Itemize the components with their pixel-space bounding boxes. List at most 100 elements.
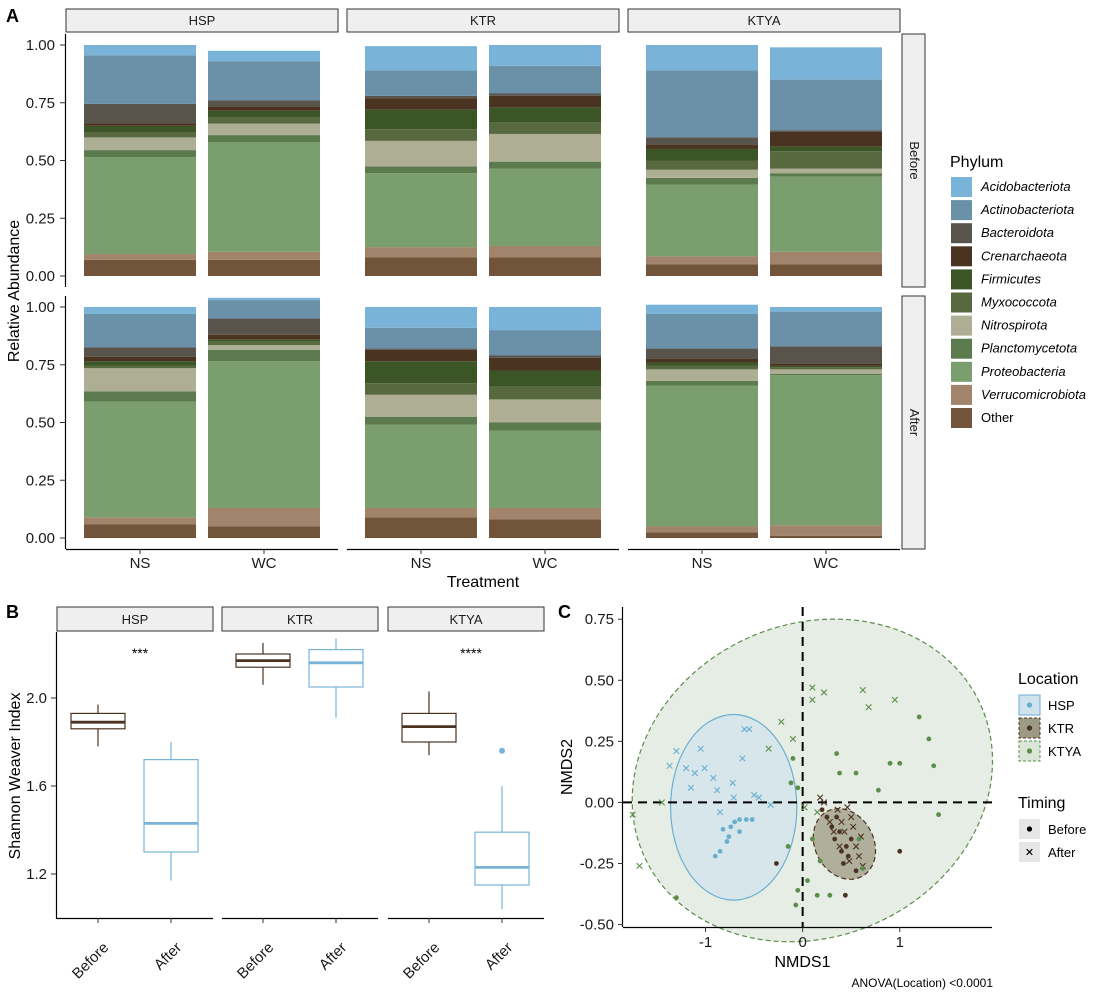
bar-segment-acidobacteriota (208, 50, 320, 62)
bar-segment-myxococcota (365, 383, 477, 395)
significance-label-hsp: *** (132, 645, 149, 661)
bar-segment-proteobacteria (208, 142, 320, 252)
bar-segment-firmicutes (208, 110, 320, 118)
point-ktya-before (916, 714, 922, 720)
bar-segment-nitrospirota (770, 369, 882, 374)
c-ytick-label: 0.25 (585, 733, 614, 750)
point-hsp-after (729, 779, 736, 787)
bar-segment-verrucomicrobiota (365, 507, 477, 518)
bar-segment-other (365, 517, 477, 538)
bar-segment-crenarchaeota (646, 358, 758, 363)
c-xtick-label: 0 (798, 934, 806, 951)
point-hsp-before (743, 817, 749, 822)
bar-segment-proteobacteria (489, 430, 601, 508)
point-ktr-after (826, 818, 834, 826)
significance-label-ktya: **** (460, 645, 482, 661)
bar-segment-bacteroidota (489, 355, 601, 358)
bar-segment-verrucomicrobiota (489, 507, 601, 520)
bar-segment-nitrospirota (489, 133, 601, 162)
bar-segment-nitrospirota (646, 169, 758, 178)
bar-segment-verrucomicrobiota (84, 517, 196, 525)
point-hsp-after (673, 747, 680, 755)
bar-segment-myxococcota (365, 129, 477, 141)
bar-segment-actinobacteriota (208, 300, 320, 319)
point-hsp-before (737, 829, 742, 835)
b-y-axis-title: Shannon Weaver Index (7, 693, 24, 860)
bar-segment-proteobacteria (770, 375, 882, 526)
bar-segment-other (489, 257, 601, 276)
bar-segment-nitrospirota (646, 369, 758, 381)
point-ktr-before (839, 848, 844, 854)
panel-letter-c: C (558, 602, 571, 622)
bar-segment-verrucomicrobiota (208, 507, 320, 527)
bar-segment-bacteroidota (208, 318, 320, 335)
point-ktr-after (849, 823, 857, 831)
bar-segment-other (208, 526, 320, 538)
bar-segment-firmicutes (365, 361, 477, 384)
legend-swatch-bacteroidota (951, 223, 972, 244)
bar-segment-acidobacteriota (646, 45, 758, 71)
bar-segment-actinobacteriota (365, 70, 477, 96)
b-strip-label-ktr: KTR (287, 612, 313, 627)
b-strip-hsp (56, 606, 214, 632)
legend-label-myxococcota: Myxococcota (981, 295, 1057, 310)
bar-segment-myxococcota (770, 151, 882, 169)
point-ktya-after (809, 684, 816, 691)
point-hsp-after (687, 784, 695, 791)
point-ktr-after (836, 843, 843, 850)
b-ytick-label: 1.6 (26, 778, 47, 795)
bar-segment-bacteroidota (84, 103, 196, 124)
point-ktya-before (793, 902, 799, 908)
bar-segment-other (365, 257, 477, 276)
bar-segment-other (770, 264, 882, 276)
point-hsp-before (726, 834, 732, 840)
bar-segment-planctomycetota (84, 391, 196, 402)
bar-segment-acidobacteriota (365, 307, 477, 328)
point-hsp-after (714, 787, 721, 794)
a-ytick-label: 0.25 (26, 472, 55, 489)
bar-segment-planctomycetota (208, 349, 320, 362)
point-ktya-before (875, 787, 881, 793)
bar-segment-actinobacteriota (84, 313, 196, 348)
legend-label-bacteroidota: Bacteroidota (981, 225, 1054, 240)
bar-segment-crenarchaeota (770, 363, 882, 366)
point-ktr-after (816, 794, 824, 801)
bar-segment-crenarchaeota (770, 131, 882, 147)
a-ytick-label: 1.00 (26, 37, 55, 54)
point-hsp-after (697, 745, 704, 752)
bar-segment-firmicutes (84, 125, 196, 133)
point-ktya-before (809, 836, 815, 842)
point-ktya-before (805, 878, 810, 883)
point-ktya-after (789, 735, 797, 743)
anova-annotation: ANOVA(Location) <0.0001 (851, 976, 993, 990)
bar-segment-actinobacteriota (646, 70, 758, 138)
bar-segment-myxococcota (770, 367, 882, 370)
point-ktya-before (931, 763, 937, 769)
legend-label-ktya: KTYA (1048, 744, 1081, 759)
c-x-axis-title: NMDS1 (774, 954, 830, 971)
point-ktya-after (658, 799, 666, 806)
legend-swatch-other (951, 408, 972, 428)
point-hsp-before (737, 817, 742, 822)
point-ktya-before (795, 887, 801, 893)
timing-legend-title: Timing (1018, 795, 1065, 812)
point-ktya-before (817, 858, 823, 864)
point-ktr-before (845, 853, 851, 859)
bar-segment-crenarchaeota (365, 349, 477, 362)
legend-swatch-nitrospirota (951, 315, 972, 336)
bar-segment-bacteroidota (365, 95, 477, 99)
b-xtick-label: After (316, 939, 350, 973)
bar-segment-firmicutes (770, 146, 882, 152)
point-hsp-after (767, 801, 774, 809)
point-ktya-before (674, 895, 679, 901)
phylum-legend-title: Phylum (950, 154, 1003, 171)
panel-letter-a: A (6, 6, 19, 26)
legend-label-verrucomicrobiota: Verrucomicrobiota (981, 387, 1086, 402)
point-ktya-after (801, 804, 808, 811)
bar-segment-acidobacteriota (770, 307, 882, 312)
point-hsp-after (716, 809, 724, 816)
point-hsp-after (691, 769, 699, 777)
c-xtick-label: 1 (896, 934, 904, 951)
point-ktr-after (848, 813, 855, 821)
bar-segment-actinobacteriota (770, 79, 882, 131)
